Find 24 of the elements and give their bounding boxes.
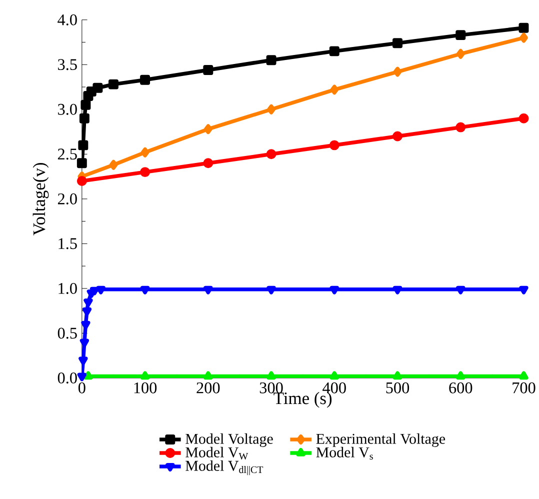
y-tick-label: 2.0	[58, 193, 77, 204]
y-tick-label: 2.5	[58, 148, 77, 160]
x-axis-title: Time (s)	[274, 392, 332, 408]
legend-label: Model V$_{dl||CT}$	[186, 460, 264, 476]
x-tick-label: 600	[449, 382, 472, 394]
x-tick-label: 300	[260, 382, 283, 394]
y-axis-title: Voltage(v)	[32, 163, 49, 236]
y-tick-label: 0.5	[58, 328, 77, 339]
x-tick-label: 700	[512, 382, 536, 394]
legend-label: Model Voltage	[186, 433, 273, 448]
legend-label: Model V$_{W}$	[186, 446, 248, 460]
x-tick-label: 200	[196, 382, 220, 394]
x-tick-label: 0	[78, 382, 86, 394]
y-tick-label: 4.0	[58, 14, 77, 26]
y-tick-label: 3.0	[58, 104, 77, 115]
x-tick-label: 400	[322, 382, 346, 394]
legend-label: Model V$_{s}$	[316, 446, 373, 460]
y-tick-label: 3.5	[58, 59, 77, 70]
y-tick-label: 1.5	[58, 238, 77, 250]
x-tick-label: 100	[134, 382, 157, 394]
legend-label: Experimental Voltage	[316, 433, 446, 448]
x-tick-label: 500	[386, 382, 410, 394]
y-tick-label: 1.0	[58, 283, 77, 294]
y-tick-label: 0.0	[58, 372, 77, 384]
